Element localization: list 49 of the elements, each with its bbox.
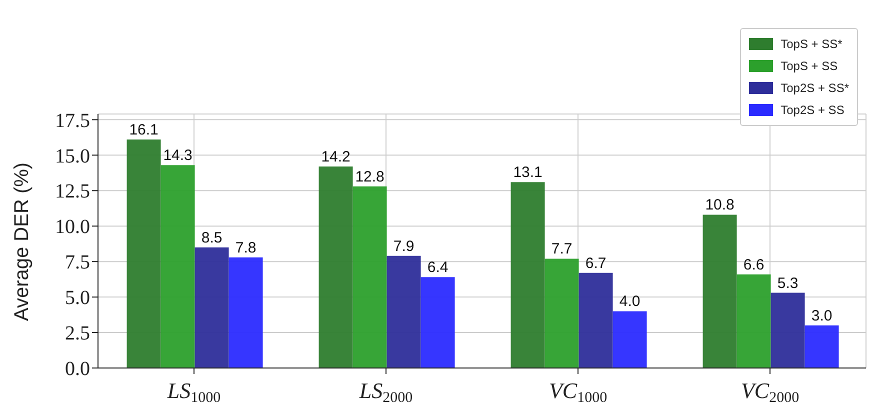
bar	[510, 182, 545, 368]
bar	[194, 247, 229, 368]
bar	[578, 272, 613, 368]
y-tick-label: 10.0	[55, 216, 90, 238]
y-tick-label: 17.5	[55, 110, 90, 132]
data-label: 7.7	[551, 240, 572, 258]
y-tick-label: 5.0	[65, 287, 90, 310]
bar	[544, 258, 579, 368]
bar	[804, 325, 839, 368]
data-label: 6.7	[585, 254, 606, 272]
bar	[612, 311, 647, 368]
legend-label: TopS + SS*	[780, 37, 842, 51]
legend-label: Top2S + SS*	[780, 81, 849, 95]
data-label: 5.3	[777, 274, 798, 292]
data-label: 6.6	[743, 256, 764, 274]
x-tick-label: VC$_{2000}$	[740, 378, 800, 406]
bar	[702, 214, 737, 368]
bar	[770, 292, 805, 368]
data-label: 6.4	[427, 259, 448, 276]
bar	[736, 274, 771, 368]
x-tick-label: LS$_{1000}$	[166, 378, 221, 406]
data-label: 13.1	[513, 164, 542, 182]
bar	[160, 165, 195, 368]
y-tick-label: 0.0	[65, 358, 90, 380]
bar	[126, 140, 161, 368]
legend-label: TopS + SS	[780, 59, 838, 73]
y-axis-title: Average DER (%)	[11, 162, 34, 321]
data-label: 10.8	[705, 196, 734, 214]
bar	[386, 256, 421, 368]
data-label: 3.0	[811, 307, 832, 324]
data-label: 7.9	[393, 238, 414, 255]
data-label: 16.1	[129, 122, 158, 139]
data-label: 14.3	[163, 147, 192, 164]
data-label: 14.2	[321, 148, 350, 166]
data-label: 8.5	[201, 229, 222, 246]
bar	[228, 257, 263, 368]
bar	[352, 186, 387, 368]
data-label: 7.8	[235, 239, 256, 256]
x-tick-label: LS$_{2000}$	[358, 378, 413, 406]
data-label: 12.8	[355, 168, 384, 186]
x-tick-label: VC$_{1000}$	[548, 378, 608, 406]
legend-label: Top2S + SS	[780, 103, 844, 117]
data-label: 4.0	[619, 293, 640, 310]
bar	[420, 277, 455, 368]
y-tick-label: 15.0	[55, 145, 90, 168]
y-tick-label: 7.5	[65, 252, 90, 274]
y-tick-label: 12.5	[55, 180, 90, 203]
y-tick-label: 2.5	[65, 322, 90, 345]
bar	[318, 166, 353, 368]
